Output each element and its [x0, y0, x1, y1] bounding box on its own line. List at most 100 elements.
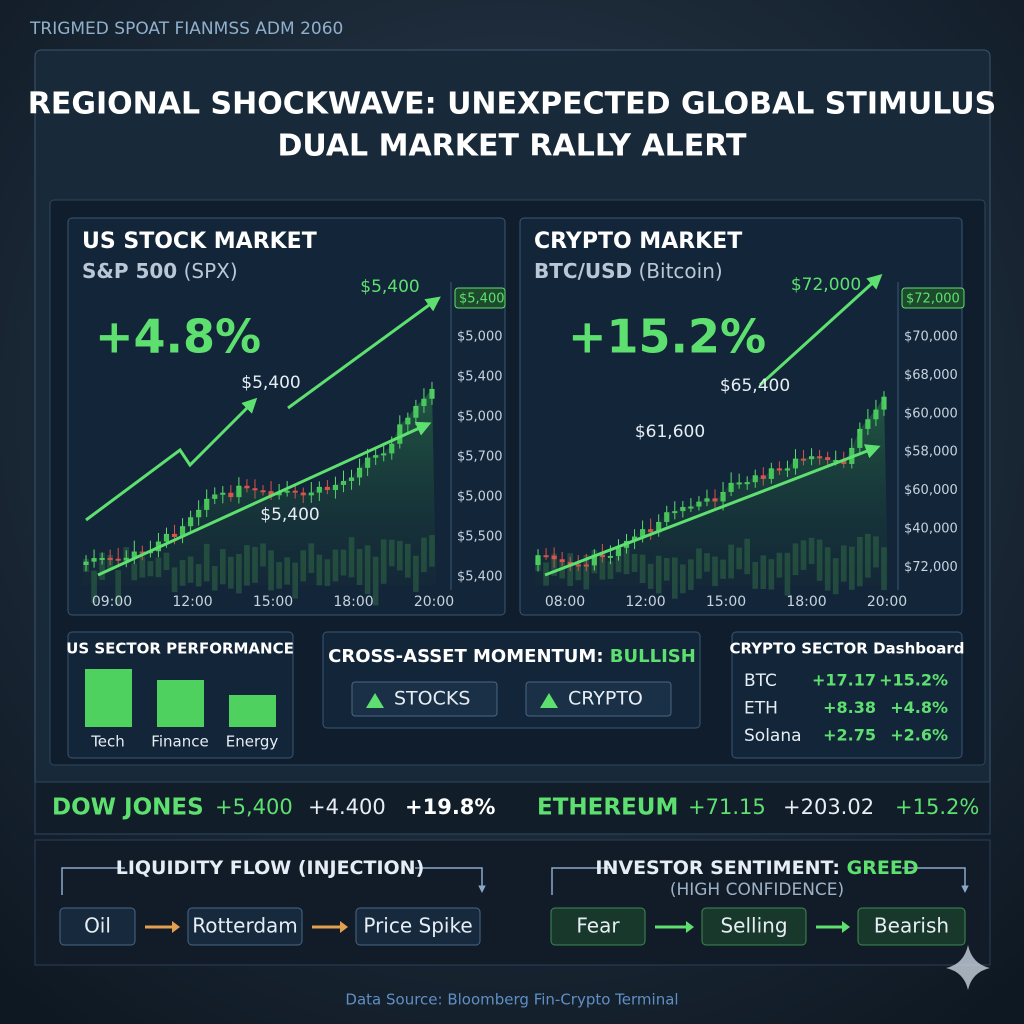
- momentum-status: BULLISH: [610, 646, 696, 667]
- x-label: 15:00: [706, 594, 746, 610]
- candle-body: [244, 485, 250, 489]
- candle-body: [712, 498, 718, 502]
- candle-body: [228, 492, 234, 498]
- flow-step: [59, 907, 136, 946]
- x-label: 15:00: [253, 594, 293, 610]
- momentum-title: CROSS-ASSET MOMENTUM: BULLISH: [328, 646, 696, 667]
- candle-body: [559, 559, 565, 563]
- bracket: [61, 867, 482, 895]
- candle-body: [841, 459, 847, 464]
- candle-body: [825, 457, 831, 460]
- candle-body: [760, 475, 766, 479]
- candle-body: [324, 486, 330, 491]
- flow-step: [701, 907, 807, 946]
- momentum-button: [525, 681, 672, 717]
- y-label: $68,000: [904, 368, 958, 383]
- asset-name: BTC: [744, 671, 777, 691]
- up-icon: [366, 693, 384, 708]
- y-label: $72,000: [904, 560, 958, 575]
- flow-label: LIQUIDITY FLOW (INJECTION): [116, 857, 425, 879]
- annotation: $5,400: [241, 373, 300, 393]
- candle-body: [599, 554, 605, 558]
- trend-arrow: [97, 421, 432, 577]
- y-label: $5,000: [457, 410, 503, 425]
- flow-subtitle: (HIGH CONFIDENCE): [670, 880, 844, 900]
- panel-subtitle: BTC/USD (Bitcoin): [534, 259, 723, 283]
- crypto-panel: [731, 631, 963, 759]
- sector-title: US SECTOR PERFORMANCE: [66, 640, 294, 658]
- crypto-title: CRYPTO SECTOR Dashboard: [729, 640, 964, 658]
- ticker-item: +203.02: [783, 795, 874, 819]
- y-label: $60,000: [904, 406, 958, 421]
- asset-name: ETH: [744, 699, 778, 719]
- price-badge: [901, 287, 965, 309]
- y-label: $5,500: [457, 530, 503, 545]
- sector-label: Tech: [90, 733, 125, 751]
- y-label: $40,000: [904, 522, 958, 537]
- flow-title: INVESTOR SENTIMENT: GREED: [595, 857, 918, 879]
- annotation: $61,600: [635, 422, 705, 442]
- step-label: Fear: [576, 914, 620, 938]
- ticker-item: +19.8%: [405, 795, 495, 819]
- y-label: $5,700: [457, 450, 503, 465]
- flow-step: [355, 907, 481, 946]
- candle-body: [300, 492, 306, 496]
- step-label: Rotterdam: [192, 914, 298, 938]
- trend-arrow: [544, 444, 881, 577]
- asset-change: +17.17: [812, 671, 876, 690]
- annotation: $5,400: [260, 505, 319, 525]
- price-badge: [454, 287, 506, 309]
- bracket: [551, 867, 965, 895]
- y-label: $5,400: [457, 370, 503, 385]
- flow-step: [550, 907, 646, 946]
- asset-pct: +2.6%: [890, 726, 948, 745]
- candle-body: [268, 491, 274, 496]
- sector-label: Finance: [151, 733, 208, 751]
- change: +15.2%: [568, 310, 766, 364]
- sector-bar: [229, 695, 276, 727]
- x-label: 12:00: [172, 594, 212, 610]
- candle-body: [115, 558, 121, 561]
- ticker-item: +5,400: [215, 795, 293, 819]
- annotation: $65,400: [720, 376, 790, 396]
- flow-step: [857, 907, 966, 946]
- step-label: Oil: [84, 914, 111, 938]
- panel-title: CRYPTO MARKET: [534, 229, 742, 254]
- flow-title: LIQUIDITY FLOW (INJECTION): [116, 857, 425, 879]
- ticker-bar: [34, 781, 991, 835]
- candle-body: [648, 529, 654, 533]
- trend-arrow: [287, 296, 441, 410]
- candle-body: [171, 533, 178, 537]
- sector-bar: [85, 669, 132, 727]
- price-area: [82, 388, 436, 585]
- button-label: CRYPTO: [568, 688, 643, 710]
- price-area: [534, 396, 888, 585]
- footer: Data Source: Bloomberg Fin-Crypto Termin…: [345, 991, 678, 1009]
- subtitle-name: (SPX): [184, 259, 238, 283]
- y-label: $58,000: [904, 445, 958, 460]
- flow-status: GREED: [847, 857, 919, 879]
- step-label: Selling: [720, 914, 787, 938]
- asset-change: +2.75: [823, 726, 876, 745]
- volume-bar: [115, 570, 122, 606]
- x-label: 20:00: [867, 594, 907, 610]
- candle-body: [292, 490, 298, 493]
- caption: TRIGMED SPOAT FIANMSS ADM 2060: [29, 19, 343, 39]
- flow-arrowhead: [172, 921, 180, 933]
- subtitle-symbol: S&P 500: [82, 259, 177, 283]
- ticker-name: ETHEREUM: [537, 795, 678, 821]
- trend-arrow: [758, 273, 883, 387]
- y-label: $5,000: [457, 490, 503, 505]
- y-label: $5,400: [457, 570, 503, 585]
- ticker-item: +4.400: [308, 795, 386, 819]
- title-line: REGIONAL SHOCKWAVE: UNEXPECTED GLOBAL ST…: [28, 87, 997, 122]
- space: [840, 857, 847, 879]
- asset-change: +8.38: [823, 698, 876, 717]
- button-label: STOCKS: [394, 688, 470, 710]
- price-badge-text: $72,000: [906, 292, 960, 307]
- flow-arrowhead: [686, 921, 694, 933]
- price-badge-text: $5,400: [459, 292, 505, 307]
- y-label: $5,000: [457, 330, 503, 345]
